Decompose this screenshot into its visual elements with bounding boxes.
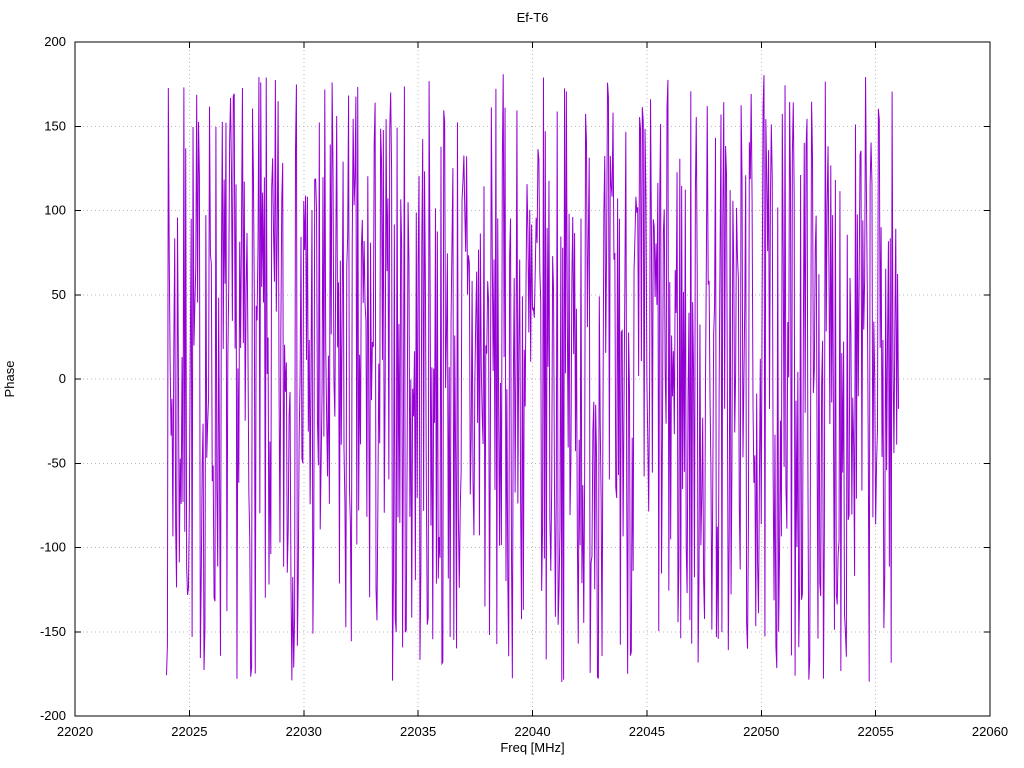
y-tick-label: 50 xyxy=(52,287,66,302)
x-tick-label: 22020 xyxy=(57,724,93,739)
y-tick-label: 200 xyxy=(44,34,66,49)
chart-title: Ef-T6 xyxy=(517,10,549,25)
x-tick-label: 22030 xyxy=(286,724,322,739)
x-tick-label: 22045 xyxy=(629,724,665,739)
y-tick-label: -200 xyxy=(40,708,66,723)
x-tick-label: 22055 xyxy=(858,724,894,739)
y-tick-label: -100 xyxy=(40,540,66,555)
x-tick-label: 22025 xyxy=(171,724,207,739)
tick-labels: 22020 22025 22030 22035 22040 22045 22050 22055… xyxy=(40,34,1008,739)
y-tick-label: -50 xyxy=(47,455,66,470)
y-tick-label: -150 xyxy=(40,624,66,639)
x-tick-label: 22035 xyxy=(400,724,436,739)
x-tick-label: 22050 xyxy=(743,724,779,739)
y-axis-label: Phase xyxy=(2,361,17,398)
data-series xyxy=(166,74,899,682)
x-tick-label: 22060 xyxy=(972,724,1008,739)
y-tick-label: 0 xyxy=(59,371,66,386)
phase-series-line xyxy=(166,74,899,682)
y-tick-label: 150 xyxy=(44,118,66,133)
tick-marks xyxy=(74,41,991,717)
y-tick-label: 100 xyxy=(44,203,66,218)
x-axis-label: Freq [MHz] xyxy=(500,740,564,755)
x-tick-label: 22040 xyxy=(514,724,550,739)
